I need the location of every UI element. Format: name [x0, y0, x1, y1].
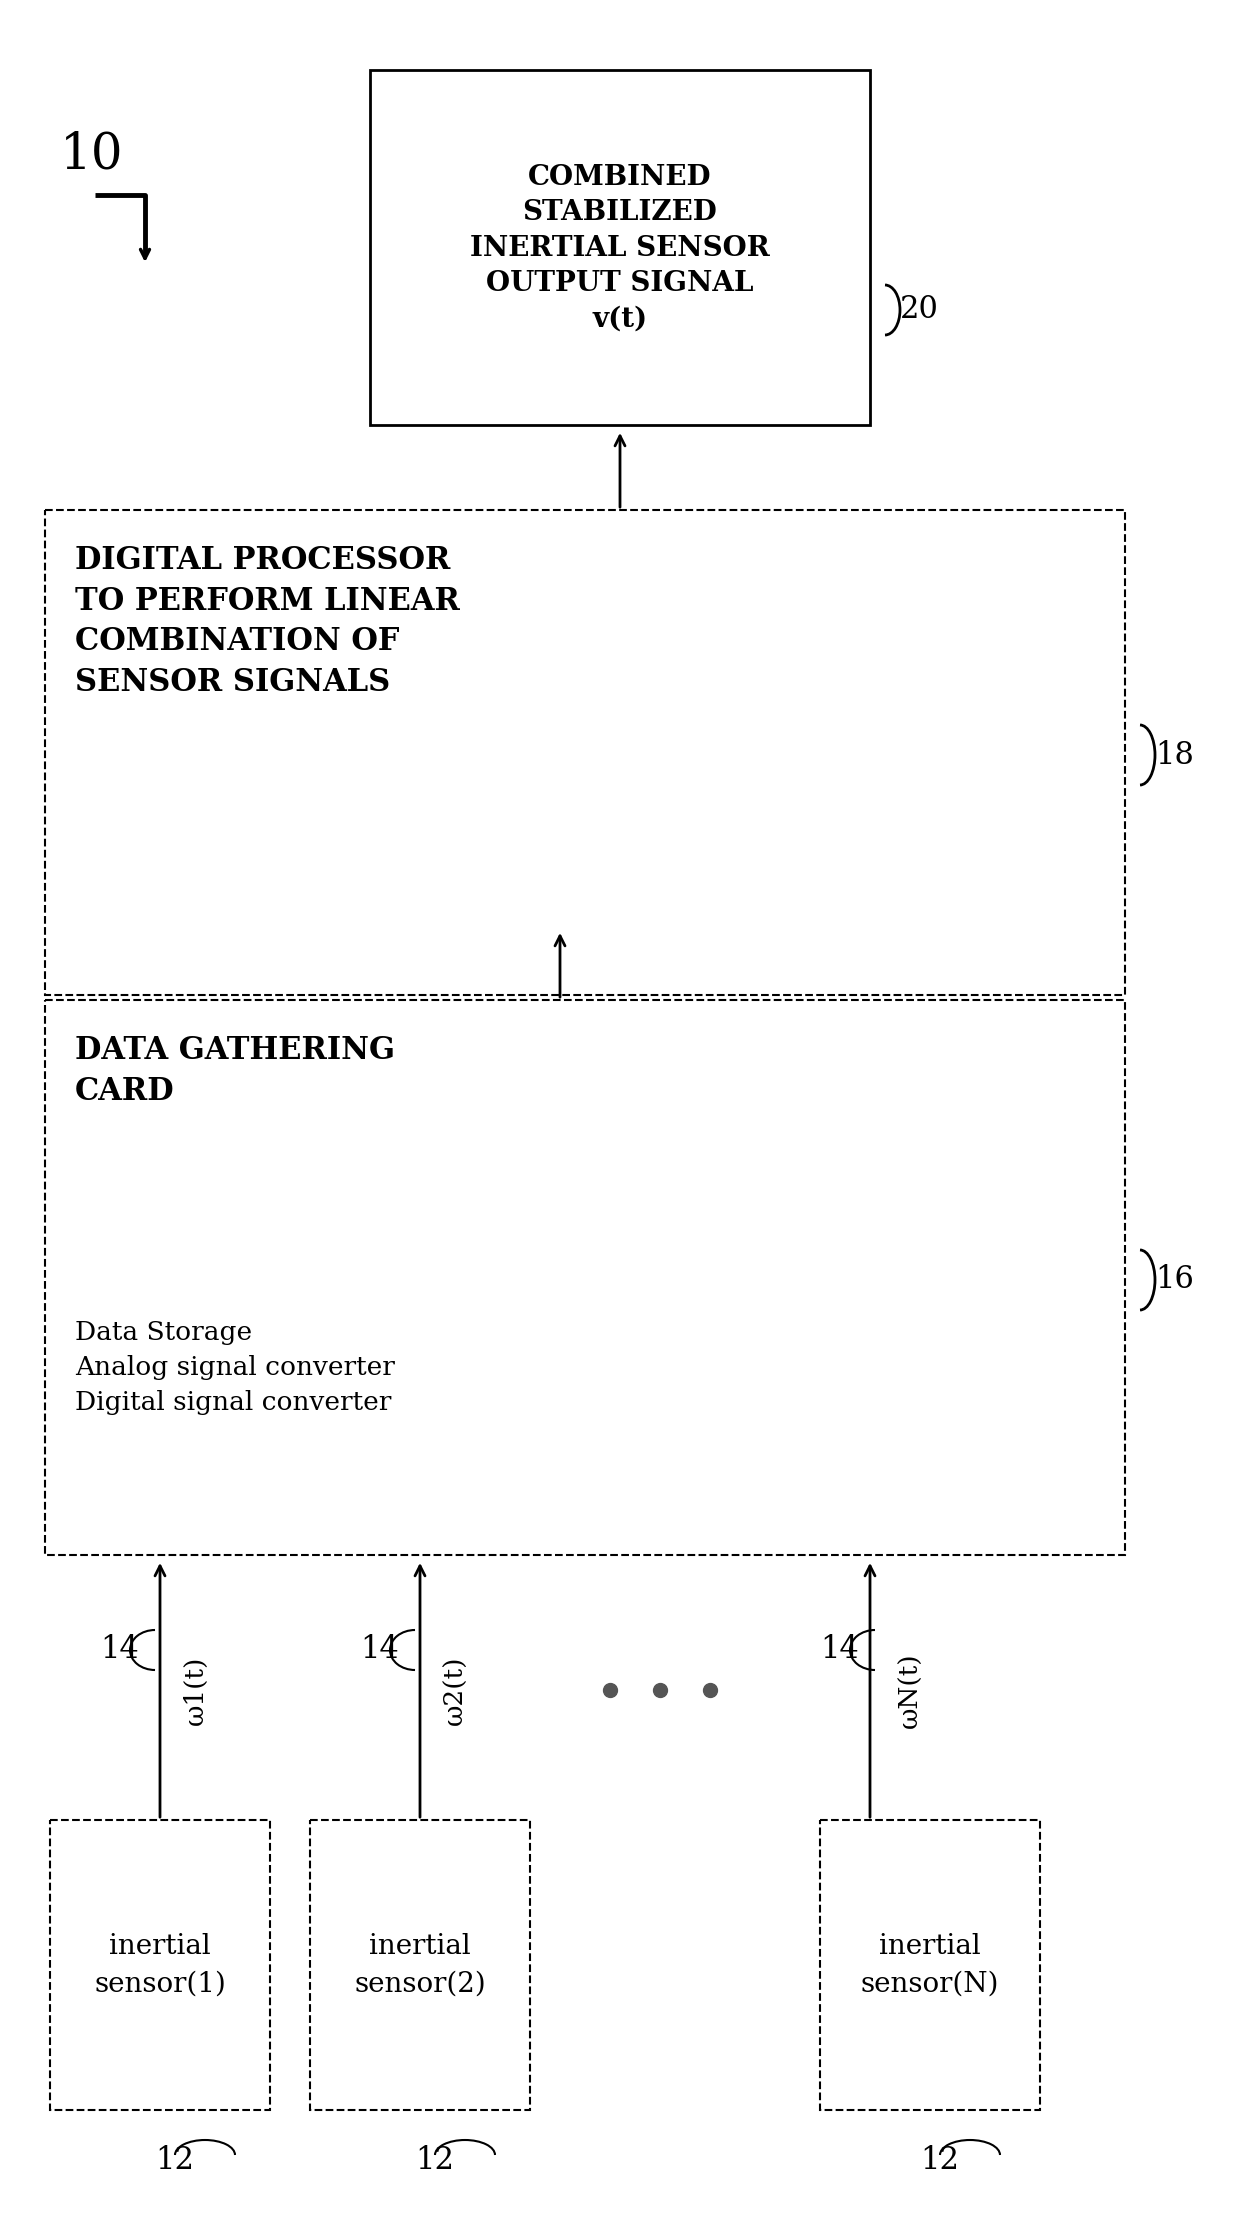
Bar — [370, 71, 870, 424]
Text: COMBINED
STABILIZED
INERTIAL SENSOR
OUTPUT SIGNAL
v(t): COMBINED STABILIZED INERTIAL SENSOR OUTP… — [470, 164, 770, 333]
Text: inertial
sensor(1): inertial sensor(1) — [94, 1933, 226, 1998]
Text: Data Storage
Analog signal converter
Digital signal converter: Data Storage Analog signal converter Dig… — [74, 1320, 394, 1415]
Text: 20: 20 — [900, 296, 939, 324]
Bar — [45, 511, 1125, 995]
Text: 12: 12 — [920, 2144, 960, 2175]
Text: 14: 14 — [100, 1635, 139, 1666]
Text: 10: 10 — [60, 131, 124, 180]
Text: 14: 14 — [361, 1635, 399, 1666]
Text: 18: 18 — [1154, 740, 1194, 771]
Bar — [310, 1820, 529, 2111]
Text: DIGITAL PROCESSOR
TO PERFORM LINEAR
COMBINATION OF
SENSOR SIGNALS: DIGITAL PROCESSOR TO PERFORM LINEAR COMB… — [74, 544, 460, 698]
Bar — [45, 1000, 1125, 1555]
Text: ωN(t): ωN(t) — [898, 1653, 923, 1729]
Text: inertial
sensor(N): inertial sensor(N) — [861, 1933, 999, 1998]
Text: 14: 14 — [821, 1635, 859, 1666]
Text: 12: 12 — [415, 2144, 455, 2175]
Text: ω1(t): ω1(t) — [182, 1655, 207, 1724]
Bar — [50, 1820, 270, 2111]
Text: 16: 16 — [1154, 1264, 1194, 1295]
Text: DATA GATHERING
CARD: DATA GATHERING CARD — [74, 1035, 396, 1107]
Text: ω2(t): ω2(t) — [443, 1655, 467, 1724]
Text: 12: 12 — [155, 2144, 195, 2175]
Bar — [820, 1820, 1040, 2111]
Text: inertial
sensor(2): inertial sensor(2) — [355, 1933, 486, 1998]
